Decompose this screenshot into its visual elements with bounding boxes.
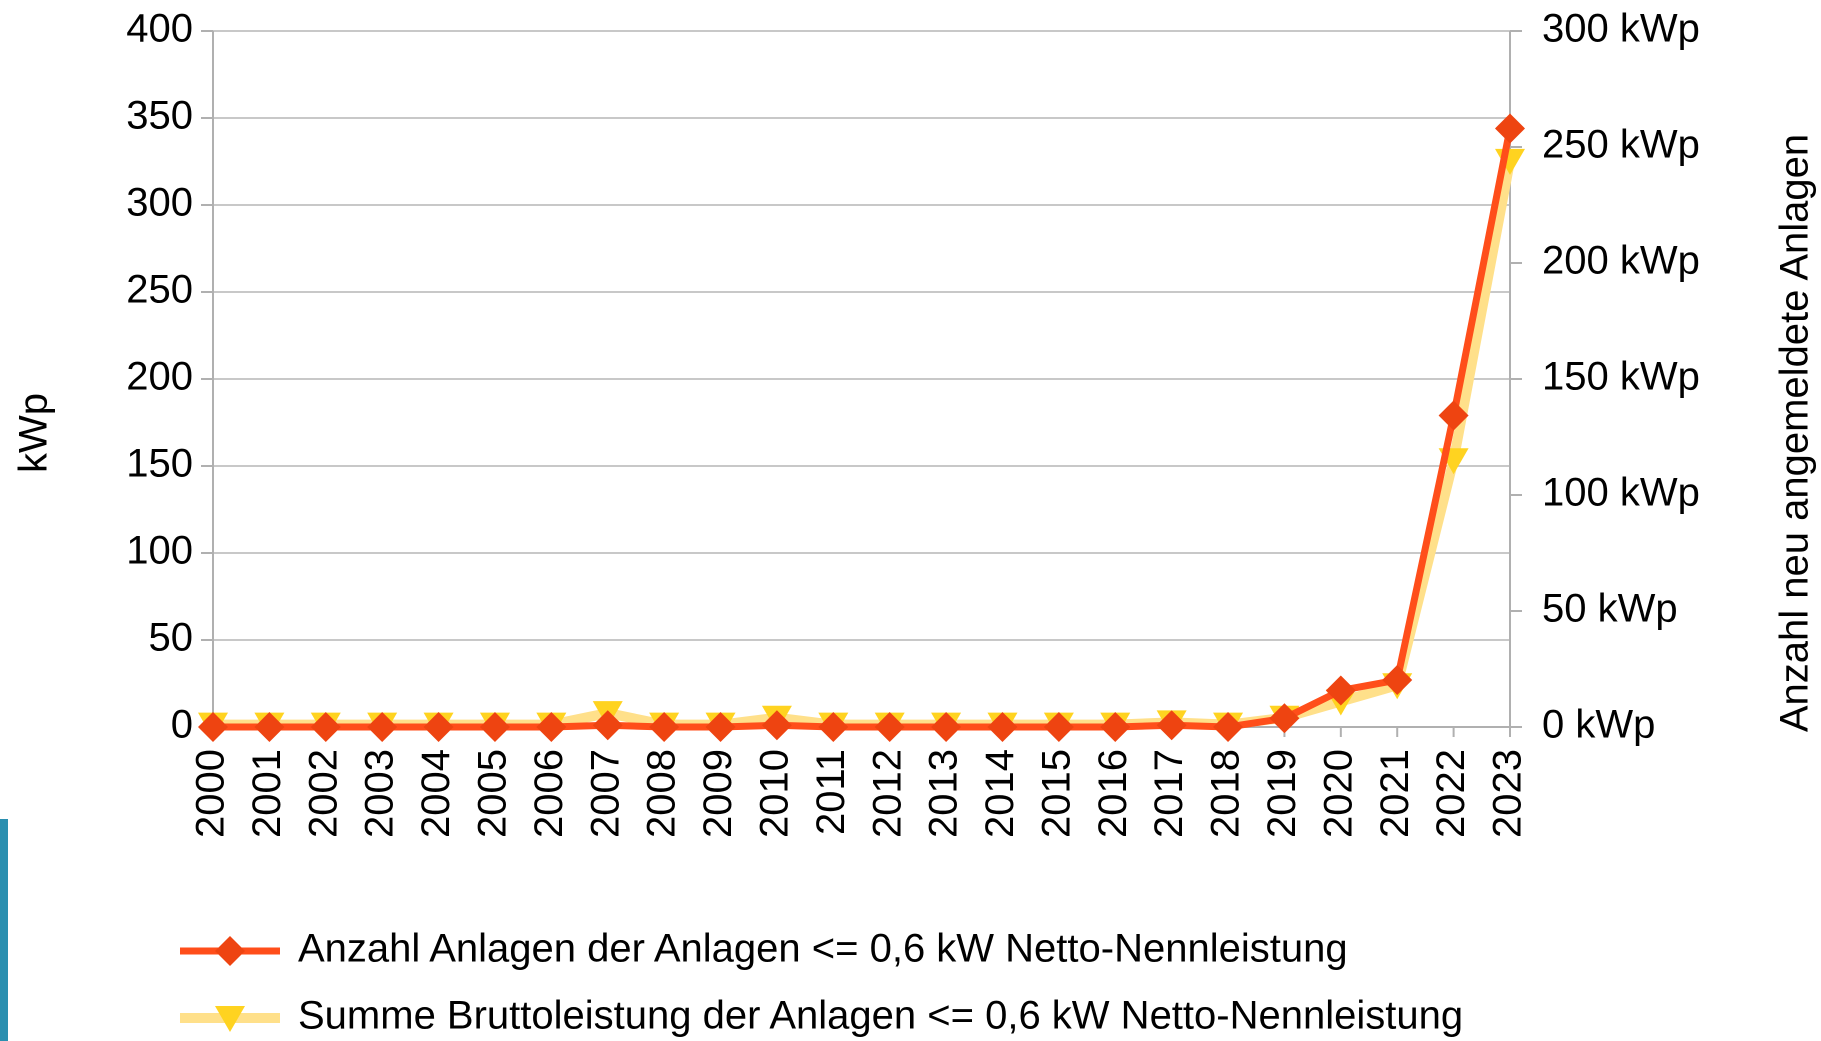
x-tick-label: 2016 [1091, 749, 1135, 838]
point [705, 712, 736, 742]
x-tick-label: 2021 [1373, 749, 1417, 838]
point [649, 712, 680, 742]
x-tick-label: 2019 [1260, 749, 1304, 838]
x-tick-label: 2004 [414, 749, 458, 838]
x-tick-label: 2007 [583, 749, 627, 838]
x-tick-label: 2003 [358, 749, 402, 838]
point [254, 712, 285, 742]
x-tick-label: 2014 [978, 749, 1022, 838]
y-tick-label: 150 [126, 442, 193, 486]
x-tick-label: 2011 [809, 749, 853, 835]
x-tick-label: 2001 [245, 749, 289, 838]
y2-tick-label: 50 kWp [1542, 587, 1678, 631]
y-tick-label: 300 [126, 181, 193, 225]
point [1043, 712, 1074, 742]
x-tick-label: 2023 [1486, 749, 1530, 838]
point [479, 712, 510, 742]
point [931, 712, 962, 742]
point [1269, 703, 1300, 734]
y2-tick-label: 100 kWp [1542, 471, 1700, 515]
point [818, 712, 849, 742]
y2-tick-label: 250 kWp [1542, 123, 1700, 167]
point [198, 712, 228, 742]
legend-label: Summe Bruttoleistung der Anlagen <= 0,6 … [298, 994, 1463, 1038]
point [1100, 712, 1131, 742]
point [761, 710, 792, 741]
x-tick-label: 2002 [301, 749, 345, 838]
y-tick-label: 400 [126, 7, 193, 51]
legend-label: Anzahl Anlagen der Anlagen <= 0,6 kW Net… [298, 927, 1348, 971]
point [367, 712, 398, 742]
point [1213, 712, 1244, 742]
x-tick-label: 2020 [1316, 749, 1360, 838]
point [215, 936, 245, 966]
x-tick-label: 2006 [527, 749, 571, 838]
y-tick-label: 50 [149, 616, 194, 660]
y-tick-label: 0 [171, 703, 193, 747]
x-tick-label: 2008 [640, 749, 684, 838]
y-axis-label: kWp [12, 393, 56, 473]
y2-tick-label: 0 kWp [1542, 703, 1655, 747]
point [1325, 675, 1356, 706]
x-tick-label: 2018 [1204, 749, 1248, 838]
x-tick-label: 2017 [1147, 749, 1191, 838]
x-tick-label: 2015 [1034, 749, 1078, 838]
series-line [213, 127, 1514, 731]
point [215, 1006, 245, 1032]
y2-tick-label: 150 kWp [1542, 355, 1700, 399]
point [874, 712, 905, 742]
x-tick-label: 2005 [471, 749, 515, 838]
x-tick-label: 2012 [865, 749, 909, 838]
point [1438, 400, 1469, 431]
y2-axis-label: Anzahl neu angemeldete Anlagen [1773, 134, 1817, 732]
point [536, 712, 567, 742]
x-tick-label: 2000 [189, 749, 233, 838]
point [310, 712, 341, 742]
y-tick-label: 100 [126, 529, 193, 573]
point [1156, 710, 1187, 741]
point [1382, 665, 1413, 696]
y-tick-label: 250 [126, 268, 193, 312]
x-tick-label: 2022 [1429, 749, 1473, 838]
point [987, 712, 1018, 742]
side-bar [0, 819, 8, 1041]
y-tick-label: 350 [126, 94, 193, 138]
y2-tick-label: 200 kWp [1542, 239, 1700, 283]
point [1495, 113, 1525, 144]
x-tick-label: 2010 [752, 749, 796, 838]
y2-tick-label: 300 kWp [1542, 7, 1700, 51]
point [592, 710, 623, 741]
x-tick-label: 2013 [922, 749, 966, 838]
x-tick-label: 2009 [696, 749, 740, 838]
y-tick-label: 200 [126, 355, 193, 399]
point [423, 712, 454, 742]
